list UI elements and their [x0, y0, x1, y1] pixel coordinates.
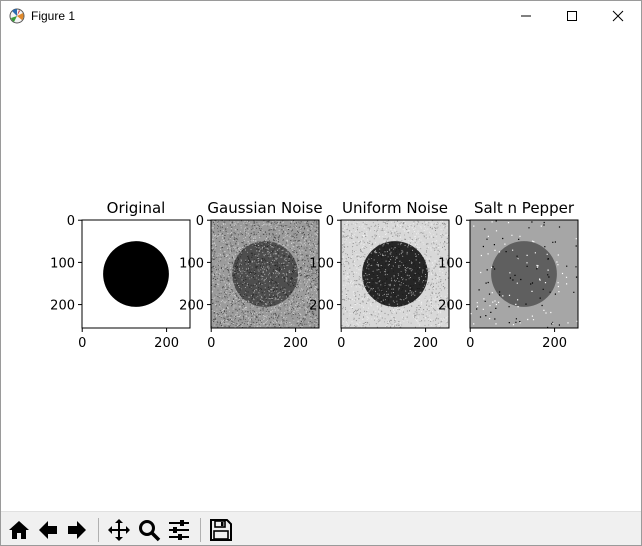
subplot-axes: Uniform Noise 0 200 0 100 200 [309, 199, 450, 351]
move-icon [108, 519, 130, 541]
arrow-right-icon [68, 521, 86, 539]
y-tick-label: 200 [50, 299, 75, 314]
x-tick-label: 200 [283, 336, 308, 351]
y-tick-label: 0 [67, 214, 75, 229]
image-circle [362, 241, 428, 307]
pan-button[interactable] [105, 516, 133, 544]
subplot-title: Salt n Pepper [474, 199, 575, 217]
subplot-title: Original [107, 199, 166, 217]
window-title: Figure 1 [31, 9, 76, 23]
x-tick-label: 200 [413, 336, 438, 351]
minimize-icon [521, 15, 531, 17]
y-tick-label: 200 [309, 299, 334, 314]
figure-canvas[interactable]: Original 0 200 0 100 200 Gaussian Noise 0 200 0 10… [1, 31, 641, 511]
home-icon [9, 521, 29, 539]
y-tick-label: 0 [455, 214, 463, 229]
maximize-icon [567, 11, 577, 21]
noise-light-pixels [211, 220, 319, 328]
configure-subplots-button[interactable] [165, 516, 193, 544]
title-bar[interactable]: Figure 1 [1, 1, 641, 31]
subplot-image [470, 220, 578, 328]
axes-frame [469, 219, 579, 329]
image-circle [491, 241, 557, 307]
maximize-button[interactable] [549, 1, 595, 31]
subplot-title: Gaussian Noise [207, 199, 322, 217]
home-button[interactable] [5, 516, 33, 544]
forward-button[interactable] [63, 516, 91, 544]
axes-frame [340, 219, 450, 329]
subplot-image [341, 220, 449, 328]
magnifier-icon [139, 520, 161, 542]
axes-frame [81, 219, 191, 329]
save-button[interactable] [207, 516, 235, 544]
y-tick-label: 100 [438, 256, 463, 271]
y-tick-label: 0 [326, 214, 334, 229]
floppy-disk-icon [210, 519, 232, 541]
noise-dark-pixels [341, 220, 449, 328]
x-tick-label: 0 [207, 336, 215, 351]
axes-frame [210, 219, 320, 329]
subplot-axes: Salt n Pepper 0 200 0 100 200 [438, 199, 579, 351]
subplot-image [211, 220, 319, 328]
close-icon [612, 10, 624, 22]
x-tick-label: 0 [78, 336, 86, 351]
x-tick-label: 0 [337, 336, 345, 351]
sliders-icon [169, 520, 189, 540]
x-tick-label: 200 [154, 336, 179, 351]
y-tick-label: 100 [179, 256, 204, 271]
subplot-image [82, 220, 190, 328]
y-tick-label: 100 [309, 256, 334, 271]
toolbar-separator [98, 518, 99, 542]
subplot-title: Uniform Noise [342, 199, 448, 217]
y-tick-label: 100 [50, 256, 75, 271]
back-button[interactable] [34, 516, 62, 544]
y-tick-label: 200 [438, 299, 463, 314]
x-tick-label: 0 [466, 336, 474, 351]
toolbar-separator [200, 518, 201, 542]
minimize-button[interactable] [503, 1, 549, 31]
x-tick-label: 200 [542, 336, 567, 351]
matplotlib-logo-icon [9, 8, 25, 24]
close-button[interactable] [595, 1, 641, 31]
arrow-left-icon [39, 521, 57, 539]
image-circle [103, 241, 169, 307]
y-tick-label: 200 [179, 299, 204, 314]
zoom-button[interactable] [135, 516, 163, 544]
subplot-axes: Original 0 200 0 100 200 [50, 199, 191, 351]
y-tick-label: 0 [196, 214, 204, 229]
navigation-toolbar [1, 511, 641, 545]
